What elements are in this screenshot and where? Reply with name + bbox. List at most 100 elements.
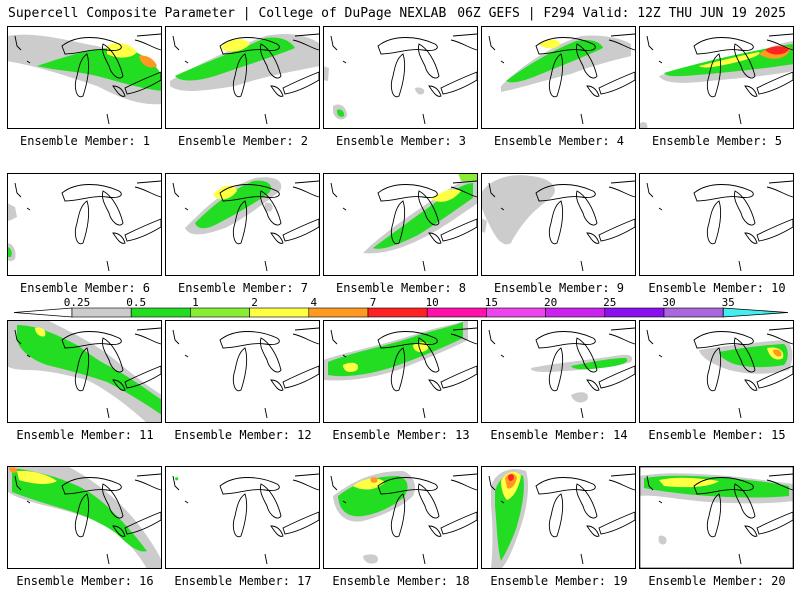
coastline [14, 329, 22, 345]
scp-field-map [639, 173, 794, 276]
coastline [500, 207, 505, 211]
ensemble-member-18-map [323, 466, 478, 569]
coastline [586, 379, 600, 391]
coastline [232, 53, 248, 98]
scp-field-map [165, 26, 320, 129]
panel-border [165, 26, 320, 129]
coastline [548, 53, 564, 98]
coastline [535, 477, 596, 495]
panel-border [323, 320, 478, 423]
color-scale-bar: 0.25 0.5 1 2 4 7 10 15 20 25 30 35 [13, 296, 789, 318]
scp-contour-fill [765, 46, 789, 55]
coastline [232, 347, 248, 392]
coastline [706, 347, 722, 392]
coastline [390, 493, 406, 538]
coastline [106, 260, 110, 272]
panel-border [7, 173, 162, 276]
coastline [706, 53, 722, 98]
coastline [450, 473, 478, 491]
ensemble-member-13-map [323, 320, 478, 423]
ensemble-member-4-map [481, 26, 636, 129]
coastline [580, 553, 584, 565]
scp-contour-fill [343, 362, 359, 373]
scp-contour-fill [175, 37, 295, 81]
panel-border [481, 320, 636, 423]
coastline [106, 407, 110, 419]
coastline [580, 407, 584, 419]
coastline [658, 60, 663, 64]
ensemble-member-label: Ensemble Member: 11 [16, 428, 154, 442]
coastline [134, 473, 162, 491]
scp-field-map [165, 173, 320, 276]
ensemble-member-9-map [481, 173, 636, 276]
coastline [390, 200, 406, 245]
coastline [342, 60, 347, 64]
scp-contour-fill [506, 39, 603, 83]
coastline [377, 184, 438, 202]
coastline [766, 327, 794, 345]
valid-time-label: 06Z GEFS | F294 Valid: 12Z THU JUN 19 20… [457, 6, 786, 21]
coastline [548, 200, 564, 245]
panel-border [7, 466, 162, 569]
coastline [14, 475, 22, 491]
coastline [342, 207, 347, 211]
colorbar-tick-label: 10 [426, 296, 439, 309]
coastline [488, 329, 496, 345]
coastline [14, 35, 22, 51]
coastline [744, 379, 758, 391]
coastline [102, 483, 124, 519]
coastline [282, 511, 320, 535]
coastline [706, 200, 722, 245]
scp-contour-fill [220, 39, 250, 52]
scp-contour-fill [37, 47, 162, 91]
coastline [608, 180, 636, 198]
panel-border [323, 173, 478, 276]
coastline [440, 365, 478, 389]
scp-contour-fill [639, 121, 648, 129]
coastline [134, 327, 162, 345]
coastline [172, 182, 180, 198]
coastline [260, 483, 282, 519]
coastline [744, 525, 758, 537]
scp-contour-fill [35, 327, 46, 337]
scp-contour-fill [107, 43, 137, 58]
coastline [219, 37, 280, 55]
scp-contour-fill [139, 55, 157, 68]
coastline [330, 475, 338, 491]
scp-field-map [7, 466, 162, 569]
scp-field-map [323, 466, 478, 569]
coastline [598, 218, 636, 242]
coastline [535, 37, 596, 55]
panel-border [639, 26, 794, 129]
panel-border [639, 320, 794, 423]
coastline [422, 260, 426, 272]
colorbar-segment [663, 307, 724, 318]
coastline [535, 331, 596, 349]
coastline [264, 407, 268, 419]
coastline [270, 85, 284, 97]
coastline [134, 180, 162, 198]
ensemble-member-label: Ensemble Member: 13 [332, 428, 470, 442]
coastline [292, 473, 320, 491]
colorbar-segment [308, 307, 369, 318]
scp-contour-fill [323, 66, 329, 81]
colorbar-tick-label: 25 [603, 296, 616, 309]
coastline [428, 85, 442, 97]
ensemble-member-14-map [481, 320, 636, 423]
scp-field-map [481, 320, 636, 423]
colorbar-lower-arrow [13, 307, 73, 318]
coastline [377, 477, 438, 495]
colorbar-tick-label: 0.5 [126, 296, 146, 309]
ensemble-member-2-map [165, 26, 320, 129]
coastline [106, 553, 110, 565]
coastline [184, 60, 189, 64]
coastline [598, 365, 636, 389]
coastline [576, 337, 598, 373]
coastline [450, 327, 478, 345]
ensemble-member-label: Ensemble Member: 2 [177, 134, 309, 148]
coastline [61, 37, 122, 55]
coastline [172, 475, 180, 491]
coastline [608, 473, 636, 491]
coastline [74, 347, 90, 392]
scp-contour-fill [17, 470, 57, 484]
